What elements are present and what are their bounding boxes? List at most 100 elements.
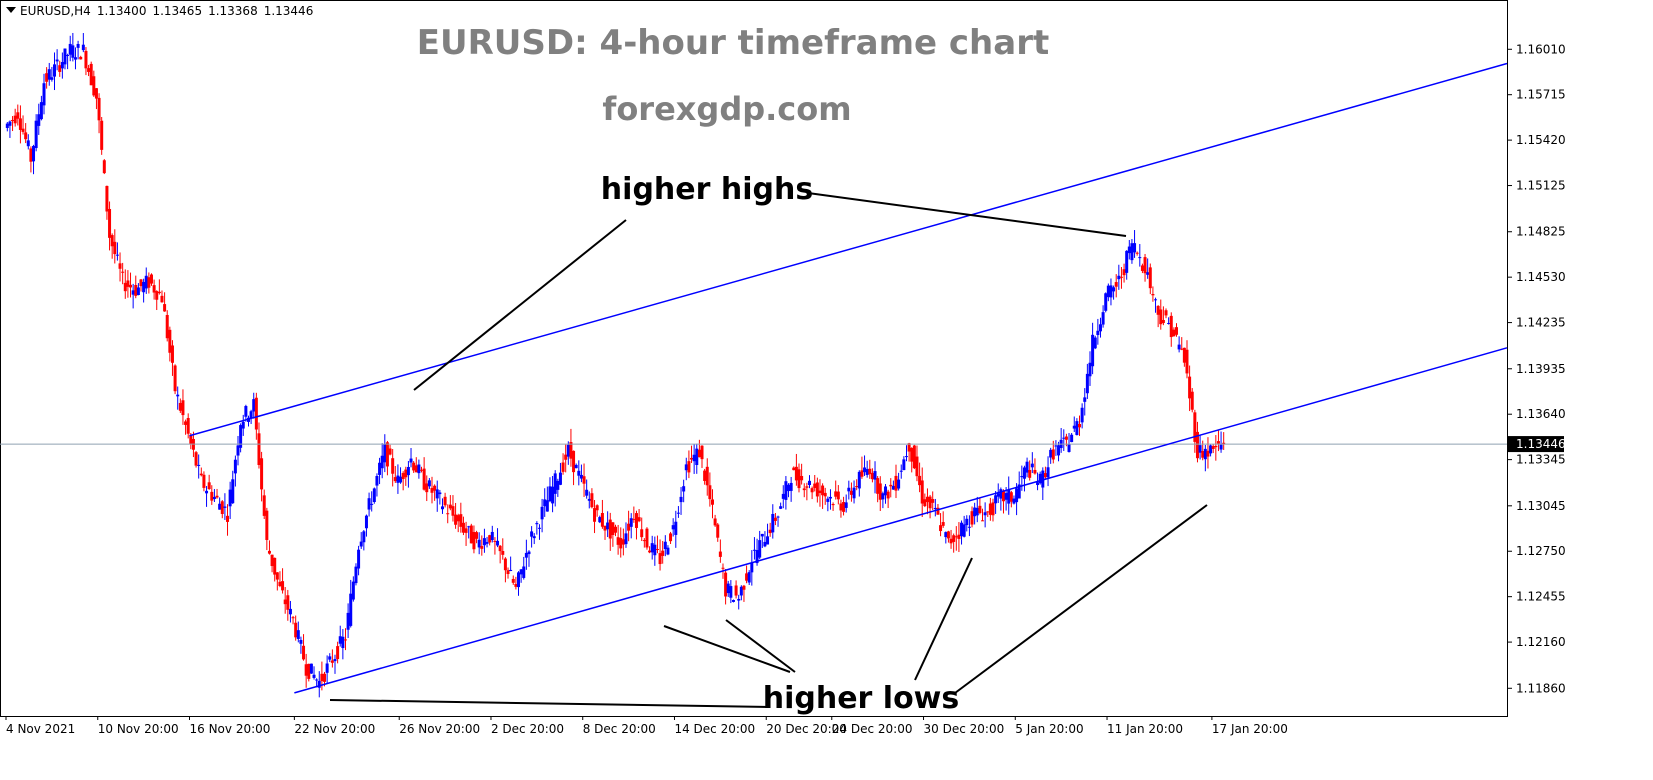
candle-body bbox=[773, 517, 777, 521]
candle-body bbox=[270, 554, 274, 567]
candle-body bbox=[97, 97, 101, 121]
symbol-dropdown-icon[interactable] bbox=[6, 7, 16, 13]
candle-body bbox=[212, 496, 216, 500]
candle-body bbox=[370, 503, 374, 505]
y-tick-label: 1.12160 bbox=[1516, 635, 1566, 649]
candle-body bbox=[87, 68, 91, 72]
candle-body bbox=[438, 492, 442, 495]
y-tick-label: 1.15125 bbox=[1516, 179, 1566, 193]
candle-body bbox=[807, 480, 811, 486]
candle-body bbox=[414, 465, 418, 473]
candle-body bbox=[451, 506, 455, 516]
candle-body bbox=[1025, 461, 1029, 473]
y-tick-label: 1.13345 bbox=[1516, 453, 1566, 467]
candle-body bbox=[878, 483, 882, 500]
candle-body bbox=[1088, 362, 1092, 377]
candle-body bbox=[1015, 488, 1019, 503]
y-tick-label: 1.14825 bbox=[1516, 225, 1566, 239]
candle-body bbox=[991, 502, 995, 516]
candle-body bbox=[412, 462, 416, 471]
candle-body bbox=[367, 498, 371, 510]
candle-body bbox=[522, 566, 526, 578]
candle-body bbox=[517, 572, 521, 588]
candle-body bbox=[5, 123, 9, 128]
candle-body bbox=[842, 502, 846, 512]
candle-body bbox=[750, 563, 754, 573]
candle-body bbox=[181, 400, 185, 416]
candle-body bbox=[716, 524, 720, 538]
candle-body bbox=[1164, 310, 1168, 316]
candle-body bbox=[802, 488, 806, 491]
x-tick-label: 26 Nov 20:00 bbox=[399, 722, 480, 736]
candle-body bbox=[661, 550, 665, 556]
candle-body bbox=[957, 534, 961, 539]
candle-body bbox=[1085, 373, 1089, 394]
candle-body bbox=[359, 541, 363, 547]
candle-body bbox=[839, 503, 843, 511]
axes-layer: 1.16010 1.15715 1.15420 1.15125 1.14825 1.145… bbox=[5, 42, 1566, 736]
candle-body bbox=[933, 507, 937, 510]
candle-body bbox=[45, 73, 49, 82]
candle-body bbox=[1049, 449, 1053, 458]
candle-body bbox=[821, 485, 825, 496]
candle-body bbox=[425, 483, 429, 493]
annotation-higher-lows: higher lows bbox=[763, 681, 960, 716]
candle-body bbox=[291, 617, 295, 619]
candle-body bbox=[435, 489, 439, 499]
candle-body bbox=[459, 514, 463, 527]
candle-body bbox=[708, 485, 712, 500]
candle-body bbox=[944, 532, 948, 538]
candle-body bbox=[902, 459, 906, 471]
candle-body bbox=[409, 458, 413, 463]
candle-body bbox=[330, 660, 334, 663]
candle-body bbox=[152, 285, 156, 293]
candle-body bbox=[189, 434, 193, 444]
candle-body bbox=[482, 538, 486, 546]
candle-body bbox=[241, 421, 245, 429]
candle-body bbox=[988, 503, 992, 515]
candle-body bbox=[446, 513, 450, 515]
candle-body bbox=[110, 235, 114, 247]
candle-body bbox=[577, 470, 581, 476]
candle-body bbox=[745, 573, 749, 581]
candle-body bbox=[1091, 334, 1095, 367]
candle-body bbox=[1143, 257, 1147, 274]
candle-body bbox=[545, 500, 549, 512]
candle-body bbox=[1117, 275, 1121, 280]
candle-body bbox=[42, 83, 46, 106]
candle-body bbox=[1125, 250, 1129, 273]
candle-body bbox=[13, 115, 17, 124]
candle-body bbox=[433, 485, 437, 491]
candle-body bbox=[860, 470, 864, 477]
candle-body bbox=[920, 480, 924, 504]
candle-body bbox=[1051, 449, 1055, 460]
candle-body bbox=[1159, 309, 1163, 325]
candle-body bbox=[123, 282, 127, 292]
candle-body bbox=[634, 513, 638, 528]
candle-body bbox=[915, 456, 919, 477]
candle-body bbox=[910, 448, 914, 462]
candle-body bbox=[608, 519, 612, 539]
candle-body bbox=[894, 475, 898, 491]
candle-body bbox=[89, 63, 93, 86]
candle-body bbox=[996, 493, 1000, 497]
candle-body bbox=[582, 476, 586, 484]
candle-body bbox=[813, 483, 817, 489]
candle-body bbox=[1098, 324, 1102, 332]
candle-body bbox=[1001, 490, 1005, 502]
candle-body bbox=[907, 443, 911, 452]
candle-body bbox=[317, 680, 321, 688]
candle-body bbox=[102, 160, 106, 174]
candle-body bbox=[47, 69, 51, 80]
candle-body bbox=[299, 639, 303, 644]
candle-body bbox=[792, 467, 796, 471]
candle-body bbox=[1009, 492, 1013, 502]
candle-body bbox=[488, 535, 492, 543]
x-tick-label: 22 Nov 20:00 bbox=[294, 722, 375, 736]
candle-body bbox=[493, 540, 497, 542]
candle-body bbox=[1180, 348, 1184, 350]
candle-body bbox=[852, 487, 856, 499]
candle-body bbox=[73, 57, 77, 60]
candle-body bbox=[286, 595, 290, 610]
